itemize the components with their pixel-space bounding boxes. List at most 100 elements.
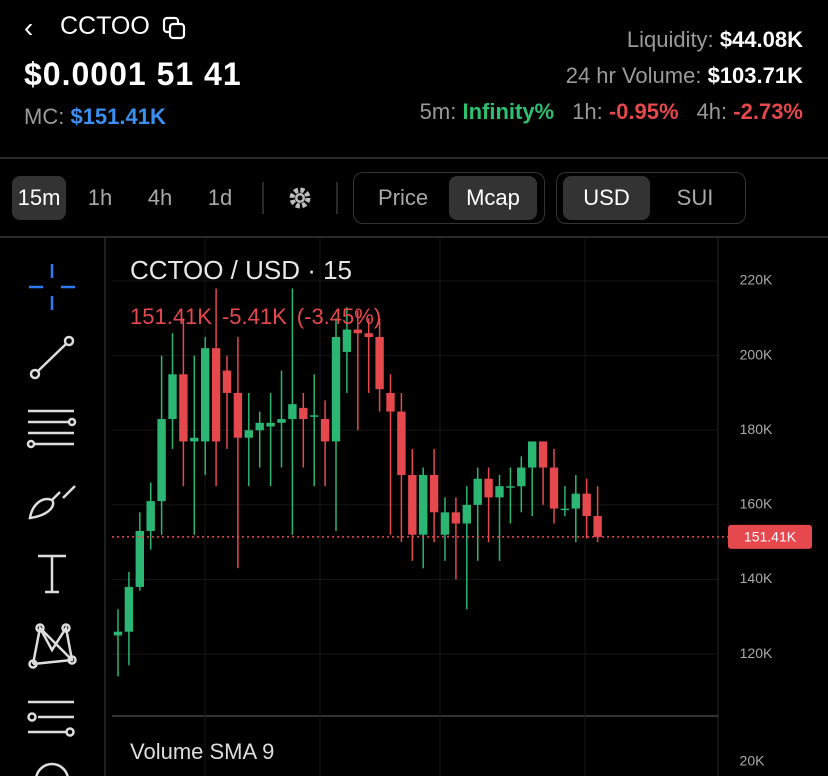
- candle-body: [473, 478, 482, 505]
- legend-value: -5.41K: [222, 304, 287, 329]
- currency-button[interactable]: USD: [563, 176, 650, 220]
- candle-body: [135, 530, 144, 587]
- stat-label: Liquidity:: [626, 27, 714, 52]
- stat-row: Liquidity: $44.08K: [402, 22, 803, 58]
- candle-body: [277, 419, 286, 423]
- candle-body: [113, 631, 123, 636]
- tool-fib[interactable]: [26, 409, 77, 449]
- token-name: CCTOO: [60, 12, 150, 40]
- tool-pattern[interactable]: [28, 623, 77, 669]
- tool-more[interactable]: [35, 762, 69, 776]
- stat-value: $103.71K: [707, 63, 803, 88]
- candle-body: [342, 329, 352, 352]
- candle-body: [419, 475, 428, 535]
- candle-body: [353, 329, 362, 334]
- change-label: 1h:: [572, 99, 603, 124]
- candle-body: [190, 437, 199, 442]
- mc-label: MC:: [24, 104, 65, 129]
- candle-body: [451, 512, 461, 524]
- candle-body: [255, 422, 264, 431]
- volume-tick-label: 20K: [740, 753, 766, 769]
- change-label: 4h:: [696, 99, 728, 124]
- current-price-label: 151.41K: [744, 529, 797, 545]
- candle-body: [364, 333, 373, 337]
- divider: [262, 182, 264, 214]
- candle-body: [299, 407, 308, 420]
- interval-button[interactable]: 1h: [87, 185, 113, 210]
- y-tick-label: 140K: [740, 570, 773, 586]
- candle-body: [397, 411, 406, 476]
- stat-label: 24 hr Volume:: [565, 63, 702, 88]
- interval-button[interactable]: 1d: [207, 185, 233, 210]
- mode-button[interactable]: Mcap: [449, 176, 537, 220]
- stat-value: $44.08K: [719, 27, 803, 52]
- candle-body: [375, 336, 384, 390]
- mode-group: [353, 172, 545, 224]
- change-label: 5m:: [419, 99, 457, 124]
- candle-body: [582, 493, 591, 517]
- tool-crosshair[interactable]: [29, 264, 75, 310]
- y-tick-label: 120K: [740, 645, 773, 661]
- candle-body: [288, 404, 297, 420]
- candle-body: [157, 419, 166, 502]
- token-price: $0.0001 51 41: [24, 56, 242, 92]
- stats: Liquidity: $44.08K 24 hr Volume: $103.71K…: [402, 22, 803, 130]
- candle-body: [549, 467, 559, 509]
- changes-row: 5m: Infinity% 1h: -0.95% 4h: -2.73%: [402, 94, 803, 130]
- gear-icon: [289, 187, 311, 209]
- back-button[interactable]: ‹: [24, 12, 34, 43]
- candle-body: [179, 374, 188, 442]
- candle-body: [233, 392, 243, 438]
- interval-button[interactable]: 4h: [147, 185, 173, 210]
- candle-body: [528, 441, 537, 468]
- y-tick-label: 180K: [740, 421, 773, 437]
- candle-body: [211, 348, 221, 442]
- change-value: -2.73%: [733, 99, 803, 124]
- tool-text[interactable]: [38, 554, 66, 594]
- volume-title: Volume SMA 9: [130, 739, 274, 764]
- mc-value: $151.41K: [70, 104, 166, 129]
- candle-body: [560, 508, 570, 511]
- currency-button[interactable]: SUI: [676, 185, 714, 210]
- legend-value: (-3.45%): [297, 304, 381, 329]
- candle-body: [538, 441, 548, 468]
- candle-body: [266, 422, 275, 427]
- candle-body: [462, 504, 471, 524]
- divider: [336, 182, 338, 214]
- change-value: Infinity%: [462, 99, 555, 124]
- tool-trendline[interactable]: [29, 335, 75, 380]
- change-value: -0.95%: [608, 99, 679, 124]
- candle-body: [146, 501, 155, 531]
- candle-body: [571, 493, 580, 509]
- copy-icon[interactable]: [162, 16, 188, 42]
- stat-row: 24 hr Volume: $103.71K: [402, 58, 803, 94]
- candle-body: [440, 512, 450, 535]
- candle-body: [408, 475, 417, 535]
- candle-body: [244, 430, 253, 438]
- settings-button[interactable]: [286, 184, 314, 217]
- mode-button[interactable]: Price: [377, 185, 429, 210]
- candle-body: [320, 419, 330, 442]
- candle-body: [310, 415, 319, 417]
- candle-body: [168, 374, 177, 420]
- y-tick-label: 160K: [740, 496, 773, 512]
- interval-button[interactable]: 15m: [12, 176, 66, 220]
- candle-body: [484, 478, 493, 498]
- candle-body: [222, 370, 232, 393]
- candle-body: [201, 348, 210, 442]
- candle-body: [495, 486, 504, 498]
- candle-body: [593, 516, 602, 537]
- candle-body: [506, 486, 515, 488]
- y-tick-label: 200K: [740, 346, 773, 362]
- market-cap: MC: $151.41K: [24, 104, 166, 130]
- legend-value: 151.41K: [130, 304, 212, 329]
- tool-measure[interactable]: [27, 700, 75, 737]
- tool-brush[interactable]: [28, 485, 76, 520]
- candle-body: [429, 475, 439, 513]
- y-tick-label: 220K: [740, 272, 773, 288]
- candle-body: [517, 467, 526, 487]
- candle-body: [124, 586, 134, 632]
- chart-title: CCTOO / USD · 15: [130, 255, 352, 285]
